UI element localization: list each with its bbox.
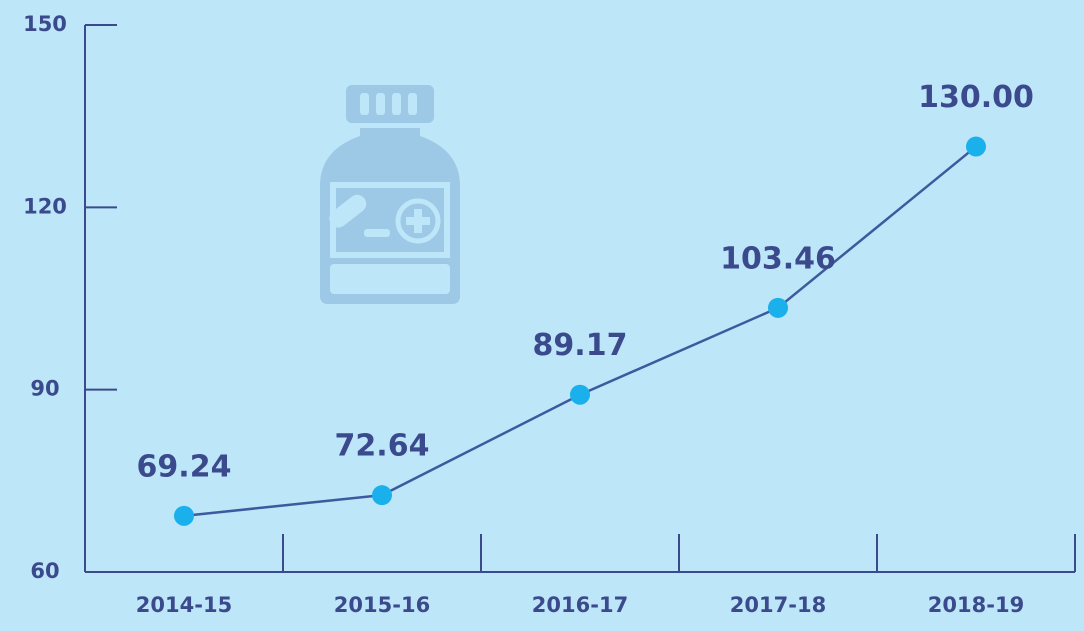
value-label: 130.00 — [918, 80, 1034, 115]
marker — [570, 385, 590, 405]
x-tick-label: 2015-16 — [334, 593, 430, 617]
y-tick-label: 150 — [23, 12, 67, 36]
y-tick-label: 120 — [23, 194, 67, 218]
x-tick-label: 2018-19 — [928, 593, 1024, 617]
y-tick-label: 60 — [30, 559, 59, 583]
marker — [768, 298, 788, 318]
value-label: 89.17 — [533, 328, 628, 363]
x-tick-label: 2016-17 — [532, 593, 628, 617]
y-tick-label: 90 — [30, 377, 59, 401]
marker — [966, 137, 986, 157]
value-label: 103.46 — [720, 241, 836, 276]
x-tick-label: 2017-18 — [730, 593, 826, 617]
marker — [372, 485, 392, 505]
marker — [174, 506, 194, 526]
value-label: 69.24 — [137, 449, 232, 484]
value-label: 72.64 — [335, 429, 430, 464]
x-tick-label: 2014-15 — [136, 593, 232, 617]
chart: 60 90 120 150 2014-15 2015-16 2016-17 2017-18 20… — [0, 0, 1084, 631]
